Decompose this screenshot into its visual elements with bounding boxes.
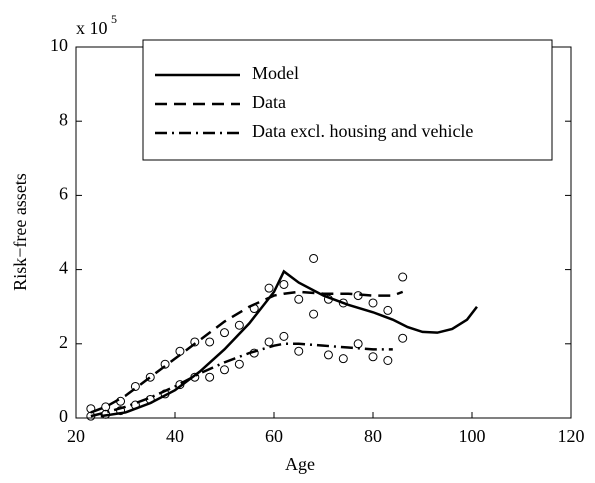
- data-marker: [338, 354, 348, 364]
- legend-box: [142, 39, 553, 161]
- axis-multiplier: x 10: [76, 18, 108, 38]
- data-marker: [249, 304, 259, 314]
- data-marker: [145, 372, 155, 382]
- data-marker: [264, 283, 274, 293]
- series-line: [90, 290, 404, 414]
- legend-label: Data excl. housing and vehicle: [252, 121, 473, 141]
- series-line: [90, 342, 393, 418]
- data-marker: [220, 328, 229, 338]
- data-marker: [234, 359, 244, 369]
- data-marker: [175, 380, 185, 390]
- x-axis-label: Age: [285, 454, 315, 474]
- data-marker: [175, 346, 185, 356]
- data-marker: [294, 294, 304, 304]
- data-marker: [309, 309, 319, 319]
- x-tick-label: 60: [265, 426, 283, 446]
- data-marker: [130, 400, 140, 410]
- data-marker: [101, 409, 111, 419]
- y-tick-label: 8: [59, 109, 68, 129]
- data-marker: [338, 298, 348, 308]
- data-marker: [323, 294, 333, 304]
- legend-label: Model: [252, 63, 299, 83]
- data-marker: [249, 348, 259, 358]
- data-marker: [294, 346, 304, 356]
- x-tick-label: 20: [67, 426, 85, 446]
- axis-multiplier-exponent: 5: [111, 12, 117, 26]
- x-tick-label: 80: [364, 426, 382, 446]
- data-marker: [130, 381, 140, 391]
- data-marker: [101, 402, 111, 412]
- y-tick-label: 2: [59, 332, 68, 352]
- data-marker: [116, 406, 126, 416]
- x-tick-label: 120: [558, 426, 585, 446]
- data-marker: [220, 365, 229, 375]
- data-marker: [190, 337, 200, 347]
- data-marker: [368, 298, 378, 308]
- series-line: [100, 269, 478, 418]
- y-axis-label: Risk−free assets: [10, 173, 30, 291]
- data-marker: [205, 337, 215, 347]
- data-marker: [86, 404, 96, 414]
- x-tick-label: 100: [459, 426, 486, 446]
- data-marker: [190, 372, 200, 382]
- y-tick-label: 10: [50, 35, 68, 55]
- data-marker: [368, 352, 378, 362]
- data-marker: [116, 396, 126, 406]
- data-marker: [353, 291, 363, 301]
- y-tick-label: 6: [59, 184, 68, 204]
- data-marker: [145, 394, 155, 404]
- data-marker: [205, 372, 215, 382]
- data-marker: [279, 331, 289, 341]
- y-tick-label: 4: [59, 258, 68, 278]
- data-marker: [309, 253, 319, 263]
- x-tick-label: 40: [166, 426, 184, 446]
- data-marker: [383, 355, 393, 365]
- data-marker: [353, 339, 363, 349]
- data-marker: [234, 320, 244, 330]
- data-marker: [160, 389, 170, 399]
- legend-label: Data: [252, 92, 286, 112]
- data-marker: [398, 333, 408, 343]
- data-marker: [383, 305, 393, 315]
- y-tick-label: 0: [59, 406, 68, 426]
- data-marker: [86, 411, 96, 421]
- data-marker: [323, 350, 333, 360]
- data-marker: [398, 272, 408, 282]
- data-marker: [160, 359, 170, 369]
- data-marker: [279, 279, 289, 289]
- data-marker: [264, 337, 274, 347]
